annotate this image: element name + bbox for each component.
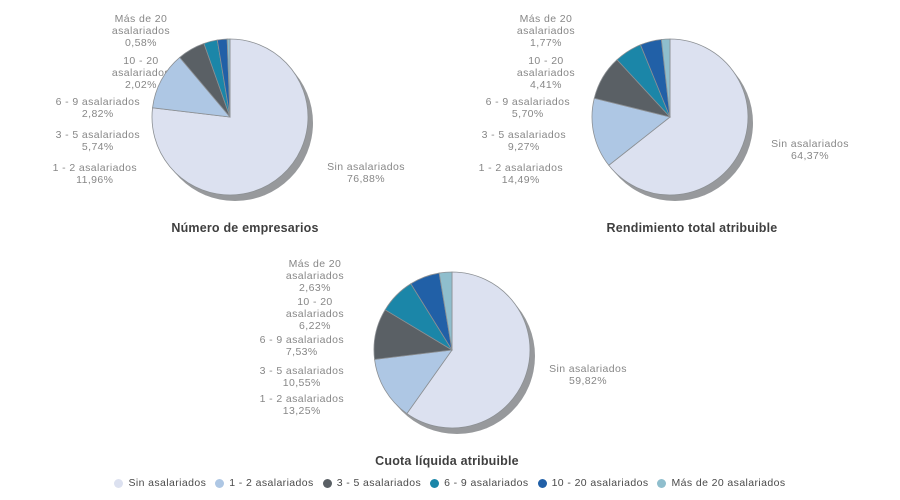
- legend-marker-icon: [322, 478, 332, 488]
- slice-label-3-5: 3 - 5 asalariados 5,74%: [55, 129, 140, 153]
- slice-label-1-2: 1 - 2 asalariados 14,49%: [478, 162, 563, 186]
- pie-numero-de-empresarios: [151, 38, 313, 201]
- chart-cuota-liquida-atribuible: Más de 20 asalariados 2,63% 10 - 20 asal…: [222, 233, 682, 478]
- legend-label: Sin asalariados: [128, 477, 207, 489]
- legend-label: Más de 20 asalariados: [671, 477, 786, 489]
- pie-slice-sin-asalariados: [406, 271, 531, 429]
- legend-item-1-2-asalariados: 1 - 2 asalariados: [215, 477, 313, 489]
- slice-label-6-9: 6 - 9 asalariados 2,82%: [55, 96, 140, 120]
- pie-slice-mas-de-20-asalariados: [226, 38, 231, 118]
- pie-slice-mas-de-20-asalariados: [438, 271, 453, 351]
- legend-item-10-20-asalariados: 10 - 20 asalariados: [537, 477, 649, 489]
- slice-label-sin-asalariados: Sin asalariados 64,37%: [771, 138, 849, 162]
- slice-label-6-9: 6 - 9 asalariados 5,70%: [485, 96, 570, 120]
- slice-label-10-20: 10 - 20 asalariados 2,02%: [111, 55, 170, 91]
- legend-marker-icon: [215, 478, 225, 488]
- slice-label-10-20: 10 - 20 asalariados 4,41%: [516, 55, 575, 91]
- legend: Sin asalariados 1 - 2 asalariados 3 - 5 as…: [0, 477, 900, 489]
- slice-label-3-5: 3 - 5 asalariados 10,55%: [259, 365, 344, 389]
- pie-slice-sin-asalariados: [608, 38, 749, 196]
- legend-item-mas-de-20-asalariados: Más de 20 asalariados: [657, 477, 785, 489]
- slice-label-mas-de-20: Más de 20 asalariados 1,77%: [516, 13, 575, 49]
- slice-label-1-2: 1 - 2 asalariados 11,96%: [52, 162, 137, 186]
- pie-slice-1-2-asalariados: [591, 97, 671, 166]
- legend-label: 6 - 9 asalariados: [444, 477, 529, 489]
- slice-label-10-20: 10 - 20 asalariados 6,22%: [285, 296, 344, 332]
- chart-title-cuota-liquida-atribuible: Cuota líquida atribuible: [375, 454, 519, 468]
- pie-cuota-liquida-atribuible: [373, 271, 535, 434]
- legend-label: 10 - 20 asalariados: [551, 477, 649, 489]
- slice-label-6-9: 6 - 9 asalariados 7,53%: [259, 334, 344, 358]
- slice-label-sin-asalariados: Sin asalariados 59,82%: [549, 363, 627, 387]
- chart-title-rendimiento-total-atribuible: Rendimiento total atribuible: [606, 221, 778, 235]
- legend-marker-icon: [537, 478, 547, 488]
- legend-item-6-9-asalariados: 6 - 9 asalariados: [430, 477, 528, 489]
- pie-rendimiento-total-atribuible: [591, 38, 753, 201]
- legend-item-3-5-asalariados: 3 - 5 asalariados: [322, 477, 422, 489]
- chart-numero-de-empresarios: Más de 20 asalariados 0,58% 10 - 20 asal…: [0, 0, 450, 245]
- legend-label: 3 - 5 asalariados: [336, 477, 422, 489]
- slice-label-mas-de-20: Más de 20 asalariados 0,58%: [111, 13, 170, 49]
- slice-label-1-2: 1 - 2 asalariados 13,25%: [259, 393, 344, 417]
- legend-marker-icon: [114, 478, 124, 488]
- legend-label: 1 - 2 asalariados: [229, 477, 314, 489]
- slice-label-3-5: 3 - 5 asalariados 9,27%: [481, 129, 566, 153]
- legend-marker-icon: [657, 478, 667, 488]
- chart-rendimiento-total-atribuible: Más de 20 asalariados 1,77% 10 - 20 asal…: [440, 0, 900, 245]
- chart-title-numero-de-empresarios: Número de empresarios: [171, 221, 319, 235]
- pie-slice-mas-de-20-asalariados: [660, 38, 671, 118]
- legend-marker-icon: [430, 478, 440, 488]
- pie-slice-1-2-asalariados: [374, 349, 453, 415]
- legend-item-sin-asalariados: Sin asalariados: [114, 477, 206, 489]
- slice-label-mas-de-20: Más de 20 asalariados 2,63%: [285, 258, 344, 294]
- slice-label-sin-asalariados: Sin asalariados 76,88%: [327, 161, 405, 185]
